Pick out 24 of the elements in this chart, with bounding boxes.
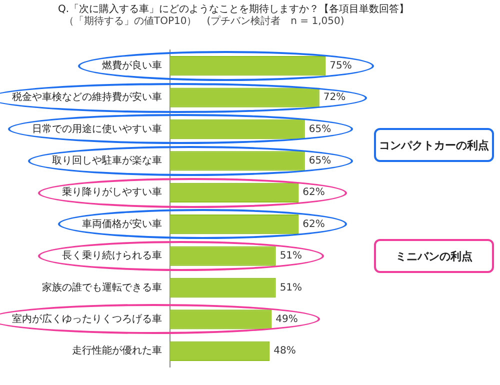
data-label: 51% xyxy=(280,282,302,294)
data-label: 65% xyxy=(308,124,332,135)
y-tick-label: 燃費が良い車 xyxy=(102,59,162,72)
data-label: 51% xyxy=(280,250,302,262)
data-label: 62% xyxy=(302,187,325,198)
chart-subtitle: （「期待する」の値TOP10） (プチバン検討者 n = 1,050) xyxy=(63,16,346,28)
y-tick-label: 室内が広くゆったりくつろげる車 xyxy=(12,313,162,326)
y-tick-label: 家族の誰でも運転できる車 xyxy=(42,281,162,294)
data-label: 75% xyxy=(330,60,352,72)
text: コンパクトカーの利点 xyxy=(374,128,494,162)
y-tick-label: 走行性能が優れた車 xyxy=(72,344,162,357)
y-tick-label: 長く乗り続けられる車 xyxy=(62,250,162,262)
chart-title: Q.「次に購入する車」にどのようなことを期待しますか？【各項目単数回答】 xyxy=(58,4,410,16)
y-tick-label: 車両価格が安い車 xyxy=(82,218,162,230)
y-tick-label: 税金や車検などの維持費が安い車 xyxy=(12,91,162,104)
y-tick-label: 日常での用途に使いやすい車 xyxy=(32,122,162,135)
y-tick-label: 取り回しや駐車が楽な車 xyxy=(52,154,162,167)
text: ミニバンの利点 xyxy=(374,239,494,274)
data-label: 62% xyxy=(302,218,325,230)
data-label: 65% xyxy=(308,156,332,167)
data-label: 72% xyxy=(323,92,346,104)
y-tick-label: 乗り降りがしやすい車 xyxy=(62,186,162,198)
data-label: 48% xyxy=(274,346,296,357)
data-label: 49% xyxy=(276,314,298,326)
